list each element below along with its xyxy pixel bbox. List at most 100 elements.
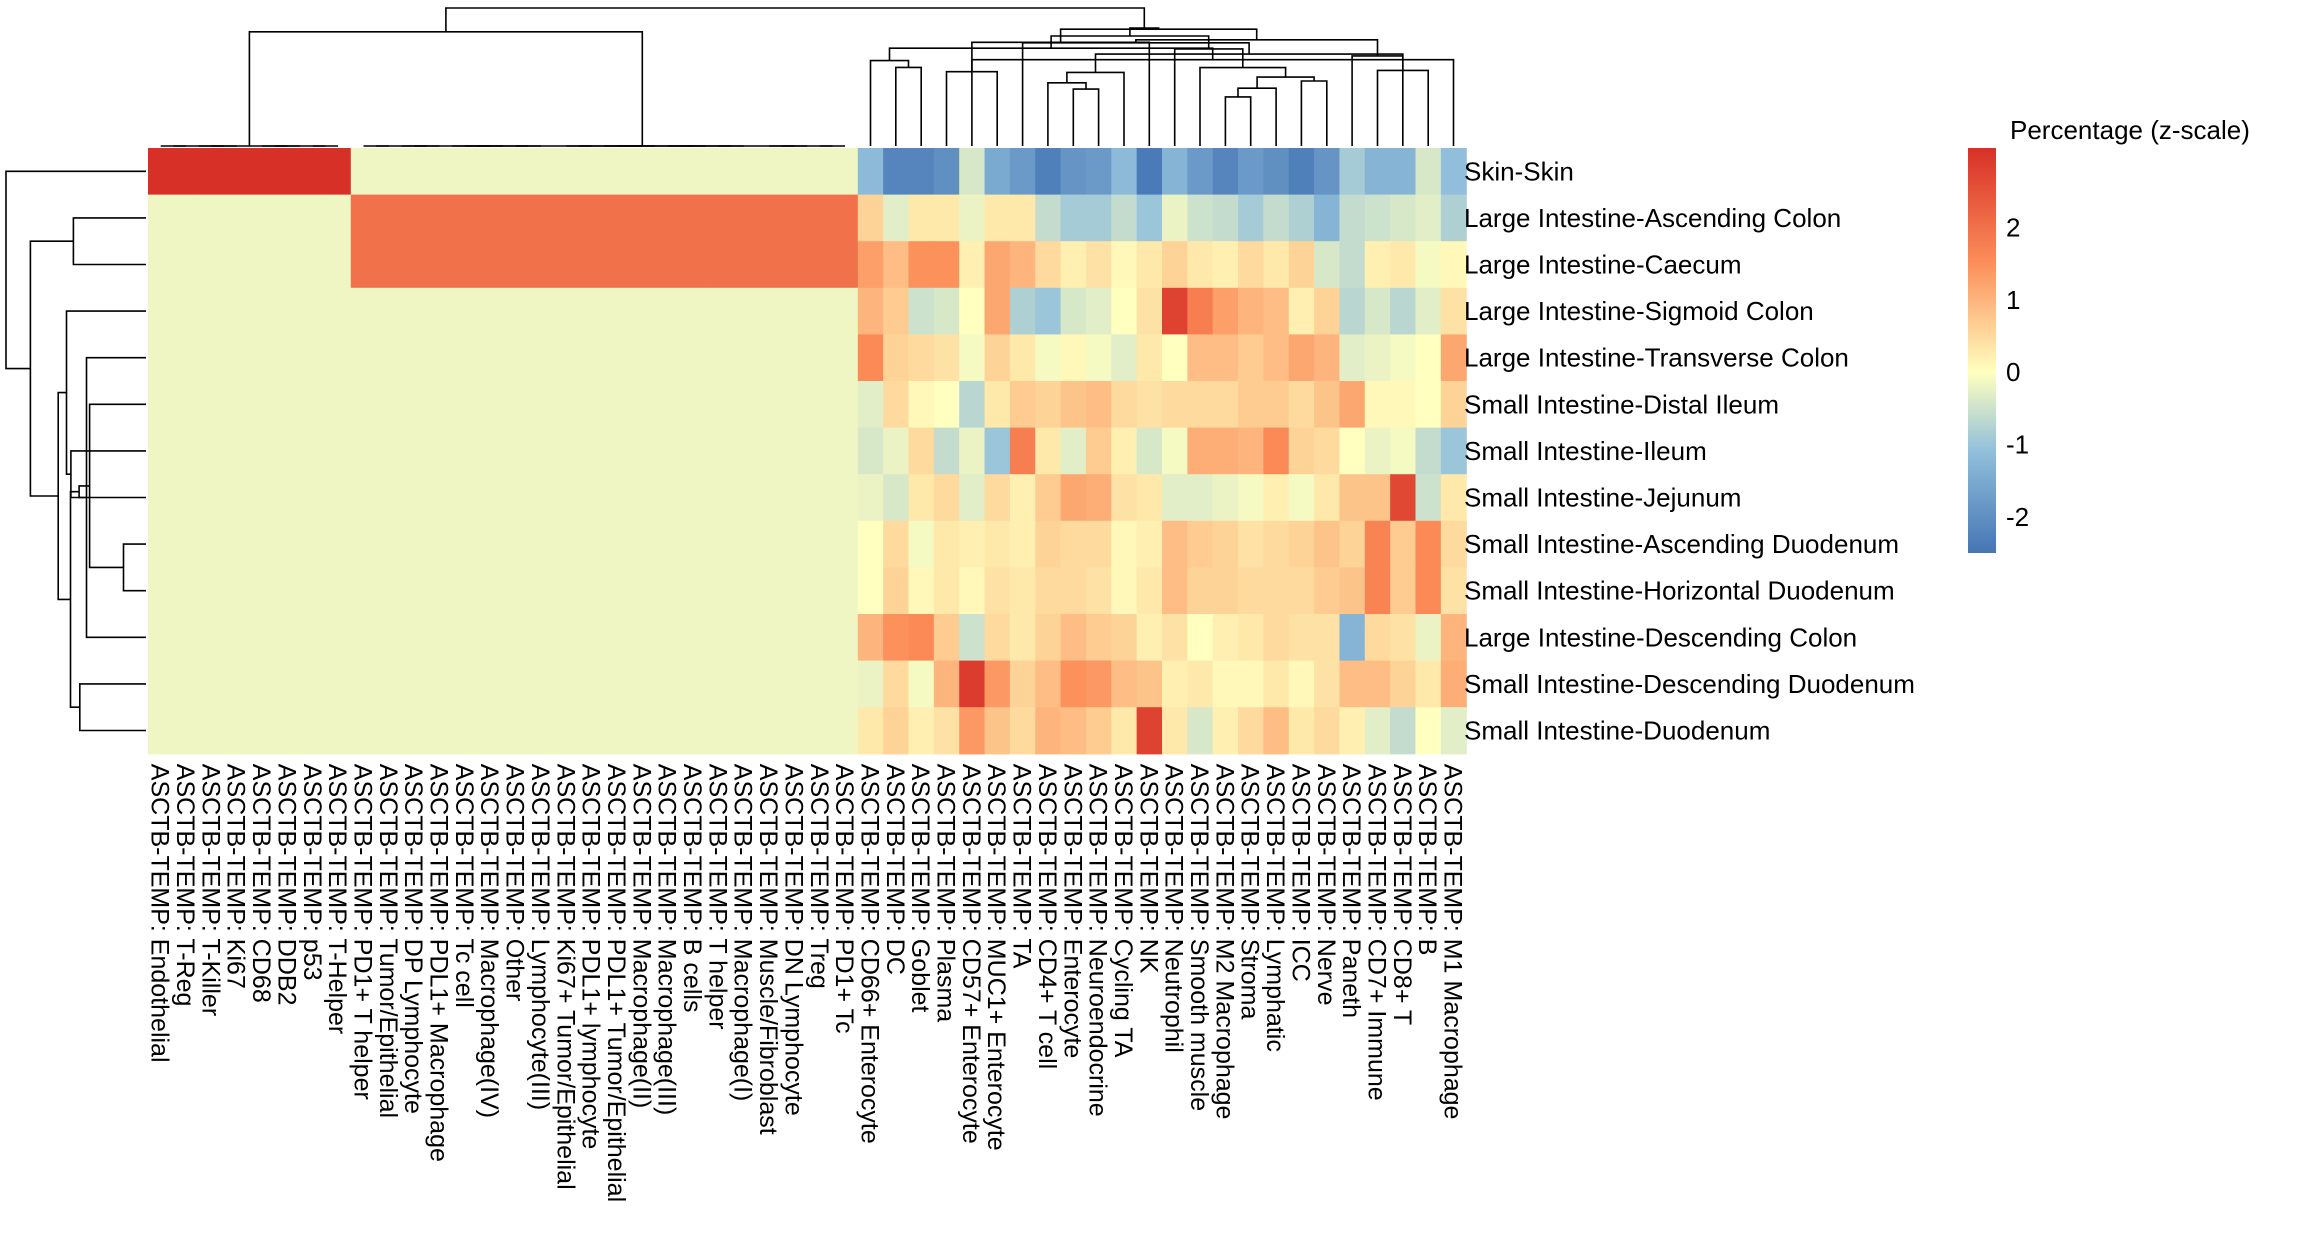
heatmap-cell	[731, 148, 757, 196]
heatmap-cell	[376, 660, 403, 708]
heatmap-cell	[224, 334, 250, 382]
heatmap-cell	[756, 707, 783, 755]
row-dendrogram-branch	[122, 543, 146, 592]
heatmap-cell	[1085, 660, 1112, 708]
heatmap-cell	[1440, 241, 1467, 289]
heatmap-cell	[1415, 707, 1442, 755]
heatmap-cell	[1238, 381, 1264, 429]
heatmap-cell	[1085, 241, 1112, 289]
heatmap-cell	[655, 707, 681, 755]
heatmap-cell	[452, 520, 479, 568]
column-label: ASCTB-TEMP: B cells	[678, 764, 706, 1013]
heatmap-cell	[274, 241, 301, 289]
heatmap-cell	[376, 381, 403, 429]
heatmap-cell	[883, 567, 910, 615]
heatmap-cell	[1212, 474, 1239, 522]
heatmap-cell	[502, 194, 529, 242]
heatmap-cell	[1035, 241, 1062, 289]
heatmap-cell	[655, 567, 681, 615]
heatmap-cell	[1009, 567, 1036, 615]
heatmap-cell	[528, 660, 555, 708]
heatmap-cell	[1263, 427, 1290, 475]
heatmap-cell	[1263, 614, 1290, 662]
heatmap-cell	[452, 567, 479, 615]
heatmap-cell	[1111, 287, 1138, 335]
heatmap-cell	[807, 334, 834, 382]
heatmap-cell	[426, 241, 453, 289]
heatmap-cell	[933, 567, 960, 615]
heatmap-cell	[1085, 194, 1112, 242]
heatmap-cell	[1009, 381, 1036, 429]
heatmap-cell	[1415, 660, 1442, 708]
heatmap-cell	[629, 474, 656, 522]
heatmap-cell	[1288, 148, 1315, 196]
heatmap-cell	[1035, 287, 1062, 335]
heatmap-cell	[908, 660, 935, 708]
heatmap-cell	[1314, 381, 1341, 429]
heatmap-cell	[224, 287, 250, 335]
heatmap-cell	[1339, 567, 1366, 615]
heatmap-cell	[325, 614, 352, 662]
column-label: ASCTB-TEMP: Macrophage(II)	[627, 764, 655, 1109]
heatmap-cell	[325, 381, 352, 429]
heatmap-cell	[655, 427, 681, 475]
heatmap-cell	[452, 194, 479, 242]
legend-tick-label: -1	[2006, 430, 2029, 460]
column-label: ASCTB-TEMP: Plasma	[932, 764, 960, 1022]
heatmap-cell	[249, 660, 276, 708]
column-label: ASCTB-TEMP: M1 Macrophage	[1439, 764, 1467, 1120]
column-label: ASCTB-TEMP: Goblet	[906, 764, 934, 1013]
column-label: ASCTB-TEMP: CD8+ T	[1388, 764, 1416, 1025]
heatmap-cell	[528, 567, 555, 615]
heatmap-cell	[249, 194, 276, 242]
heatmap-cell	[1390, 381, 1417, 429]
heatmap-cell	[578, 614, 605, 662]
heatmap-cell	[1136, 241, 1163, 289]
heatmap-cell	[959, 241, 986, 289]
heatmap-cell	[1390, 614, 1417, 662]
heatmap-cell	[933, 241, 960, 289]
heatmap-cell	[705, 148, 732, 196]
heatmap-cell	[1136, 707, 1163, 755]
heatmap-cell	[857, 427, 884, 475]
heatmap-cell	[1085, 474, 1112, 522]
row-label: Small Intestine-Ileum	[1464, 436, 1707, 466]
heatmap-cell	[300, 474, 327, 522]
heatmap-cell	[376, 287, 403, 335]
heatmap-cell	[249, 474, 276, 522]
heatmap-cell	[1339, 520, 1366, 568]
heatmap-cell	[1288, 520, 1315, 568]
heatmap-cell	[1364, 148, 1391, 196]
heatmap-cell	[1390, 241, 1417, 289]
heatmap-cell	[705, 241, 732, 289]
heatmap-cell	[148, 194, 174, 242]
heatmap-cell	[553, 194, 580, 242]
heatmap-cell	[173, 287, 200, 335]
heatmap-cell	[553, 241, 580, 289]
heatmap-cell	[1111, 707, 1138, 755]
heatmap-cell	[578, 567, 605, 615]
heatmap-cell	[325, 474, 352, 522]
heatmap-cell	[578, 381, 605, 429]
heatmap-cell	[300, 520, 327, 568]
heatmap-cell	[502, 427, 529, 475]
heatmap-cell	[502, 287, 529, 335]
heatmap-cell	[908, 474, 935, 522]
heatmap-cell	[148, 381, 174, 429]
heatmap-cell	[578, 334, 605, 382]
heatmap-cell	[1009, 707, 1036, 755]
column-label: ASCTB-TEMP: T-Helper	[323, 764, 351, 1034]
heatmap-cell	[984, 567, 1011, 615]
heatmap-cell	[426, 660, 453, 708]
heatmap-cell	[553, 567, 580, 615]
heatmap-cell	[781, 474, 808, 522]
heatmap-cell	[224, 614, 250, 662]
heatmap-cell	[1263, 334, 1290, 382]
column-dendrogram-branch	[1256, 76, 1315, 89]
column-dendrogram-branch	[1237, 87, 1277, 146]
column-label: ASCTB-TEMP: DP Lymphocyte	[399, 764, 427, 1114]
heatmap-cell	[883, 194, 910, 242]
heatmap-cell	[908, 707, 935, 755]
heatmap-cell	[477, 194, 504, 242]
heatmap-cell	[629, 381, 656, 429]
